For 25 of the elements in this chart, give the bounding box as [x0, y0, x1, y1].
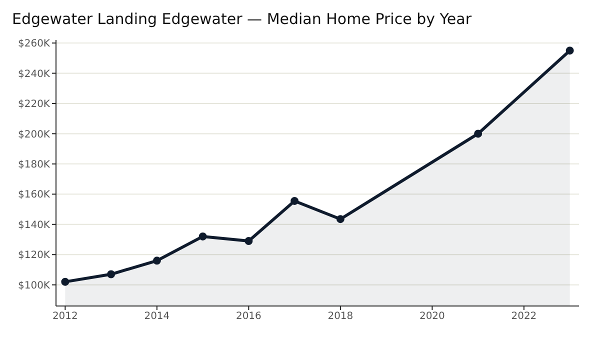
- x-tick-label: 2020: [419, 311, 445, 322]
- chart-title: Edgewater Landing Edgewater — Median Home Price by Year: [11, 9, 472, 30]
- x-tick-label: 2022: [511, 311, 537, 322]
- y-tick-label: $140K: [18, 220, 50, 231]
- point: [107, 270, 116, 278]
- point: [61, 278, 70, 286]
- point: [152, 256, 161, 265]
- y-tick-label: $240K: [18, 68, 50, 80]
- point: [566, 46, 574, 55]
- y-tick-label: $120K: [18, 250, 50, 262]
- y-tick-label: $260K: [18, 38, 50, 50]
- y-tick-label: $180K: [18, 159, 50, 170]
- y-tick-label: $160K: [18, 190, 50, 201]
- x-tick-label: 2016: [236, 311, 262, 322]
- y-tick-label: $100K: [18, 280, 50, 292]
- x-tick-label: 2014: [144, 311, 170, 322]
- point: [474, 130, 482, 138]
- point: [244, 237, 253, 246]
- point: [336, 215, 344, 224]
- y-tick-label: $200K: [18, 129, 50, 140]
- point: [290, 196, 299, 205]
- x-tick-label: 2018: [328, 311, 354, 322]
- point: [198, 232, 207, 240]
- x-tick-label: 2012: [52, 311, 78, 322]
- y-tick-label: $220K: [18, 99, 50, 110]
